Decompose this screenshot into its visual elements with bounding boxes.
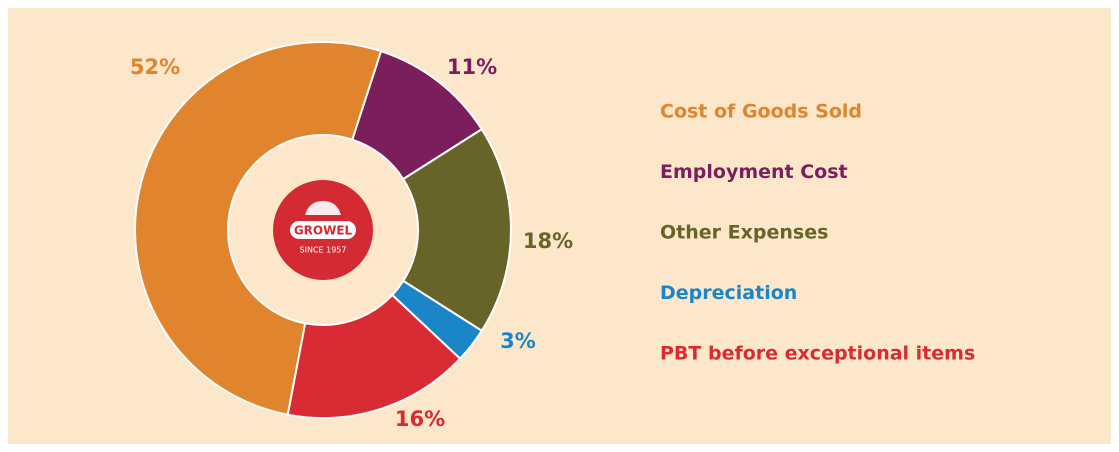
logo-icon (305, 201, 341, 215)
legend-label: Other Expenses (660, 222, 828, 244)
value-label: 18% (523, 229, 573, 253)
value-label: 52% (130, 55, 180, 79)
legend-label: Cost of Goods Sold (660, 101, 862, 123)
value-label: 11% (447, 55, 497, 79)
value-label: 16% (395, 407, 445, 431)
donut-slice (401, 127, 512, 333)
logo: GROWEL SINCE 1957 (273, 180, 373, 280)
legend-label: Employment Cost (660, 161, 848, 183)
donut-slice (134, 41, 383, 416)
legend-label: PBT before exceptional items (660, 343, 975, 365)
logo-badge (290, 221, 356, 239)
legend-label: Depreciation (660, 282, 797, 304)
donut-slice (286, 293, 462, 419)
value-label: 3% (500, 329, 536, 353)
logo-name: GROWEL (294, 224, 353, 238)
logo-tagline: SINCE 1957 (300, 246, 347, 255)
